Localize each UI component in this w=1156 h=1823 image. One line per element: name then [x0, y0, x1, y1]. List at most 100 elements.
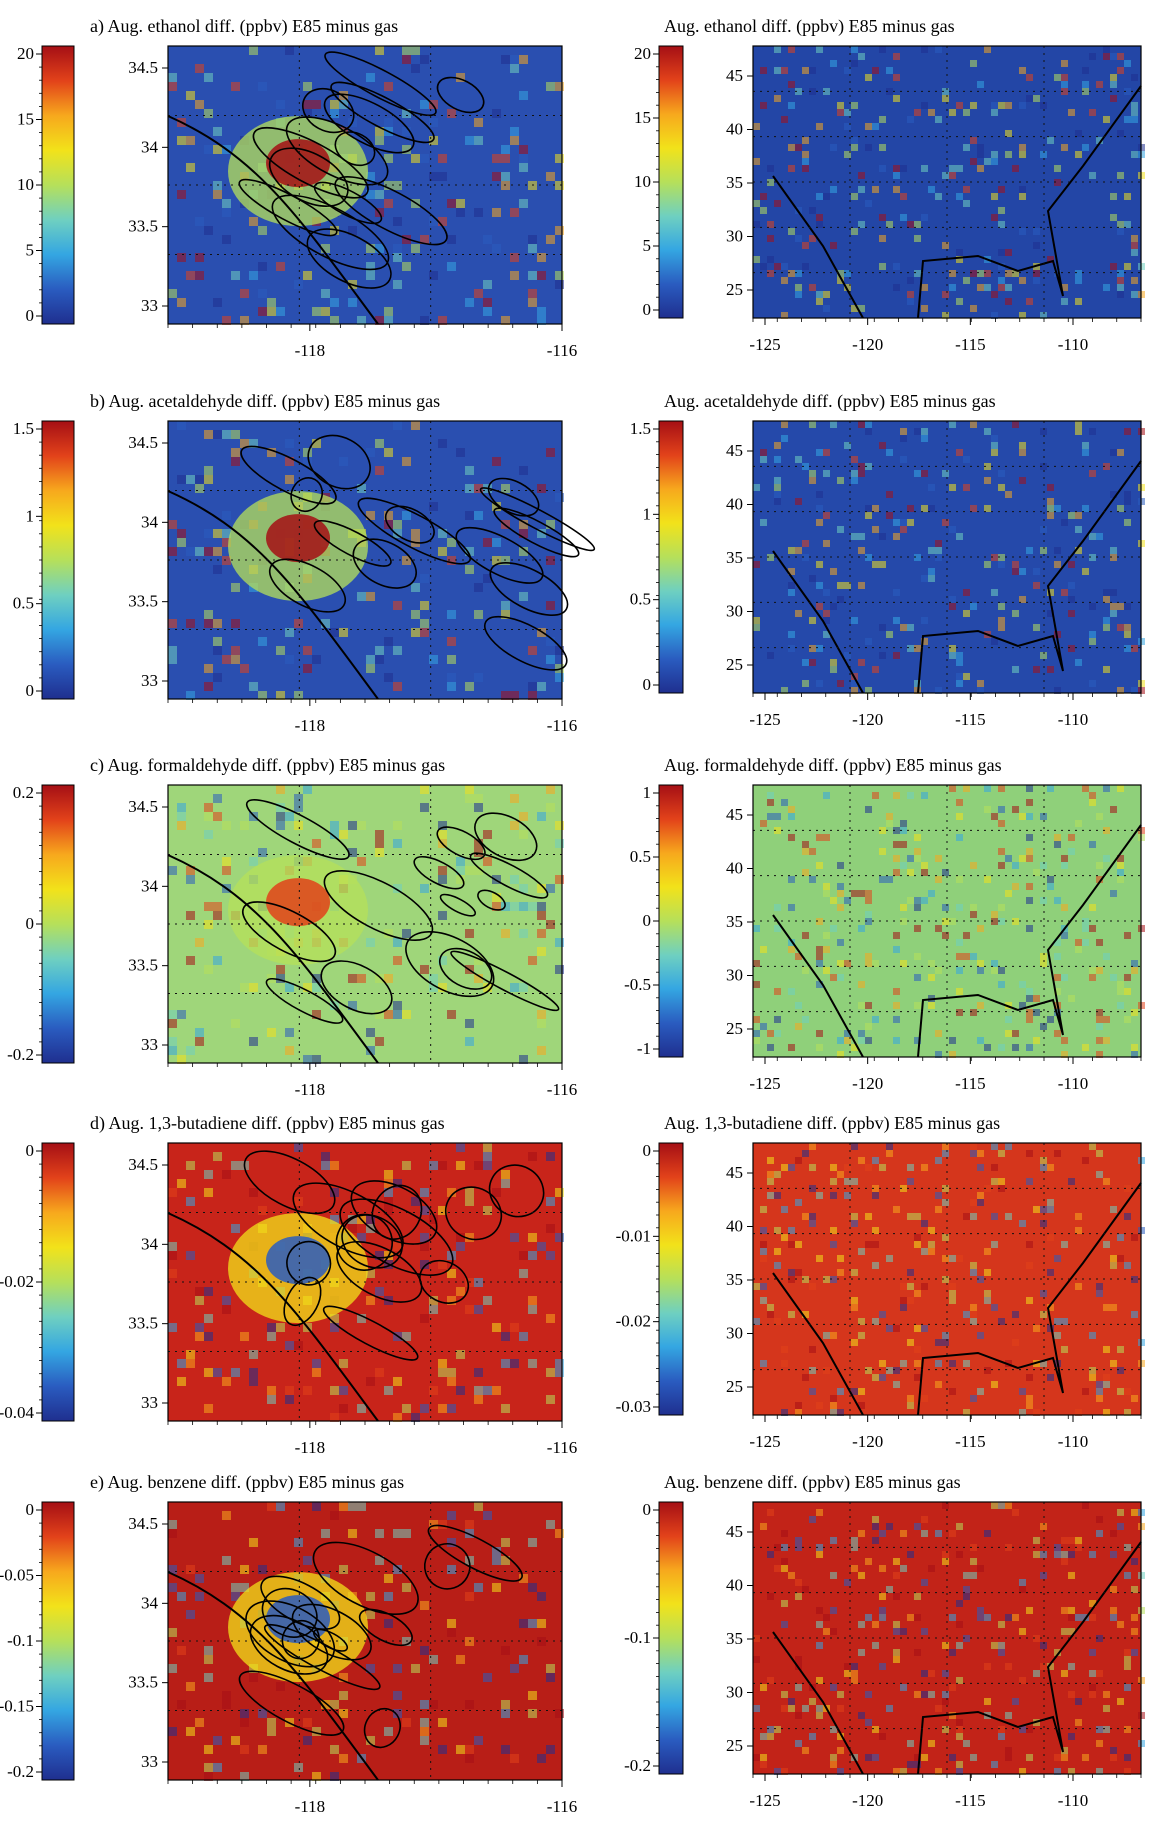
panel-a-right: Aug. ethanol diff. (ppbv) E85 minus gas 2… [634, 16, 1145, 354]
longitude-tick-label: -125 [749, 710, 780, 729]
map-field [167, 46, 564, 325]
latitude-tick-label: 25 [726, 1019, 743, 1038]
colorbar-tick-label: 0.5 [630, 847, 651, 866]
latitude-tick-label: 34.5 [128, 1155, 158, 1174]
longitude-tick-label: -110 [1058, 710, 1089, 729]
colorbar-tick-label: 1.5 [630, 419, 651, 438]
longitude-tick-label: -116 [547, 341, 578, 360]
panel-title: d) Aug. 1,3-butadiene diff. (ppbv) E85 m… [90, 1113, 445, 1134]
colorbar-tick-label: 0 [26, 1141, 35, 1160]
latitude-tick-label: 34.5 [128, 433, 158, 452]
latitude-tick-label: 25 [726, 655, 743, 674]
colorbar [658, 1142, 684, 1416]
panel-title: b) Aug. acetaldehyde diff. (ppbv) E85 mi… [90, 391, 440, 412]
latitude-tick-label: 45 [726, 441, 743, 460]
latitude-tick-label: 30 [726, 227, 743, 246]
colorbar [41, 420, 75, 700]
colorbar [41, 45, 75, 325]
panel-title: Aug. 1,3-butadiene diff. (ppbv) E85 minu… [664, 1113, 1000, 1134]
latitude-tick-label: 30 [726, 602, 743, 621]
latitude-tick-label: 34 [141, 512, 159, 531]
latitude-tick-label: 35 [726, 1270, 743, 1289]
longitude-tick-label: -116 [547, 1438, 578, 1457]
latitude-tick-label: 34.5 [128, 1514, 158, 1533]
colorbar-tick-label: 20 [634, 44, 651, 63]
latitude-tick-label: 33.5 [128, 592, 158, 611]
longitude-tick-label: -120 [852, 1432, 883, 1451]
colorbar-tick-label: -0.2 [7, 1762, 34, 1781]
colorbar-tick-label: -0.1 [7, 1631, 34, 1650]
colorbar [658, 420, 684, 694]
latitude-tick-label: 45 [726, 66, 743, 85]
panel-c-right: Aug. formaldehyde diff. (ppbv) E85 minus… [624, 755, 1145, 1093]
latitude-tick-label: 33 [141, 296, 158, 315]
latitude-tick-label: 25 [726, 1377, 743, 1396]
colorbar-tick-label: -0.1 [624, 1628, 651, 1647]
colorbar-tick-label: -0.15 [0, 1697, 34, 1716]
latitude-tick-label: 30 [726, 1683, 743, 1702]
longitude-tick-label: -115 [955, 335, 986, 354]
longitude-tick-label: -118 [295, 341, 326, 360]
longitude-tick-label: -120 [852, 710, 883, 729]
longitude-tick-label: -110 [1058, 1791, 1089, 1810]
graticule [168, 46, 562, 324]
colorbar-tick-label: -0.04 [0, 1403, 34, 1422]
latitude-tick-label: 33.5 [128, 956, 158, 975]
panel-title: Aug. ethanol diff. (ppbv) E85 minus gas [664, 16, 955, 37]
colorbar-tick-label: 20 [17, 44, 34, 63]
panel-title: Aug. benzene diff. (ppbv) E85 minus gas [664, 1472, 961, 1493]
latitude-tick-label: 30 [726, 1324, 743, 1343]
panel-e-left: e) Aug. benzene diff. (ppbv) E85 minus g… [0, 1472, 577, 1816]
latitude-tick-label: 40 [726, 120, 743, 139]
latitude-tick-label: 33.5 [128, 1314, 158, 1333]
graticule [168, 421, 562, 699]
latitude-tick-label: 35 [726, 912, 743, 931]
colorbar-tick-label: 0.5 [13, 594, 34, 613]
colorbar [41, 1501, 75, 1781]
latitude-tick-label: 35 [726, 548, 743, 567]
colorbar-tick-label: 0.2 [13, 783, 34, 802]
colorbar [41, 784, 75, 1064]
colorbar [658, 45, 684, 319]
longitude-tick-label: -116 [547, 1797, 578, 1816]
colorbar-tick-label: 0.5 [630, 590, 651, 609]
latitude-tick-label: 33 [141, 1035, 158, 1054]
longitude-tick-label: -115 [955, 1432, 986, 1451]
latitude-tick-label: 33 [141, 671, 158, 690]
longitude-tick-label: -115 [955, 1074, 986, 1093]
latitude-tick-label: 33 [141, 1393, 158, 1412]
colorbar-tick-label: 0 [643, 675, 652, 694]
latitude-tick-label: 25 [726, 280, 743, 299]
graticule [753, 46, 1141, 318]
latitude-tick-label: 40 [726, 495, 743, 514]
longitude-tick-label: -110 [1058, 335, 1089, 354]
graticule [753, 785, 1141, 1057]
panel-d-right: Aug. 1,3-butadiene diff. (ppbv) E85 minu… [616, 1113, 1145, 1451]
latitude-tick-label: 35 [726, 1629, 743, 1648]
colorbar-tick-label: 0 [26, 914, 35, 933]
panel-title: c) Aug. formaldehyde diff. (ppbv) E85 mi… [90, 755, 445, 776]
colorbar-tick-label: 0 [26, 1500, 35, 1519]
colorbar-tick-label: 5 [26, 241, 35, 260]
colorbar-tick-label: -1 [637, 1039, 651, 1058]
longitude-tick-label: -116 [547, 1080, 578, 1099]
graticule [168, 1143, 562, 1421]
longitude-tick-label: -125 [749, 1791, 780, 1810]
latitude-tick-label: 35 [726, 173, 743, 192]
colorbar [41, 1142, 75, 1422]
graticule [753, 1143, 1141, 1415]
latitude-tick-label: 34.5 [128, 58, 158, 77]
colorbar-tick-label: 0 [26, 681, 35, 700]
longitude-tick-label: -118 [295, 716, 326, 735]
latitude-tick-label: 45 [726, 805, 743, 824]
colorbar-tick-label: 15 [634, 108, 651, 127]
colorbar-tick-label: -0.2 [7, 1045, 34, 1064]
longitude-tick-label: -125 [749, 335, 780, 354]
panel-a-left: a) Aug. ethanol diff. (ppbv) E85 minus g… [17, 16, 577, 360]
colorbar-tick-label: 1 [643, 783, 652, 802]
latitude-tick-label: 45 [726, 1163, 743, 1182]
latitude-tick-label: 30 [726, 966, 743, 985]
panel-title: e) Aug. benzene diff. (ppbv) E85 minus g… [90, 1472, 404, 1493]
panel-title: Aug. formaldehyde diff. (ppbv) E85 minus… [664, 755, 1002, 776]
